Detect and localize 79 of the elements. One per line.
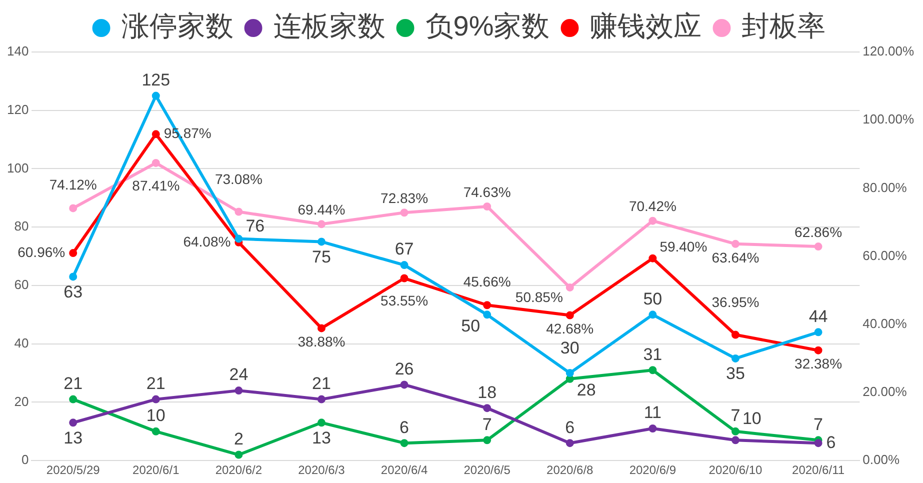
y-tick-label: 0 [21,452,29,468]
data-label: 7 [814,414,824,434]
data-label: 7 [482,414,492,434]
data-label: 2 [234,429,244,448]
x-tick-label: 2020/6/3 [298,463,346,478]
x-tick-label: 2020/6/9 [629,463,676,478]
x-tick-label: 2020/6/2 [215,463,262,478]
data-label: 21 [146,374,166,393]
data-label: 38.88% [298,334,346,350]
y2-tick-label: 120.00% [862,44,914,59]
data-label: 72.83% [380,190,428,206]
y2-tick-label: 0.00% [862,452,900,468]
data-label: 53.55% [380,292,428,309]
data-label: 63 [64,282,83,302]
y2-tick-label: 100.00% [862,112,914,127]
data-label: 75 [312,247,331,266]
legend-label: 涨停家数 [121,10,234,42]
y2-tick-label: 40.00% [862,316,908,331]
data-label: 74.12% [49,176,97,193]
legend-label: 连板家数 [273,10,386,42]
y-tick-label: 140 [6,44,29,59]
data-label: 7 [730,406,740,425]
data-label: 45.66% [463,273,511,290]
data-label: 31 [643,344,662,364]
data-label: 63.64% [712,249,760,266]
data-label: 32.38% [794,356,842,372]
y-tick-label: 100 [6,160,29,176]
y-tick-label: 40 [14,335,29,350]
data-label: 125 [142,70,170,90]
y2-tick-label: 20.00% [862,384,908,400]
data-label: 50.85% [515,288,563,305]
x-tick-label: 2020/6/4 [380,463,428,478]
legend-label: 封板率 [742,10,826,42]
data-label: 13 [64,428,83,448]
y-tick-label: 120 [6,102,29,117]
data-label: 74.63% [463,184,511,200]
data-label: 60.96% [18,244,66,260]
data-label: 11 [644,403,662,422]
data-label: 69.44% [298,202,346,218]
data-label: 42.68% [546,320,594,337]
data-label: 35 [726,364,745,384]
y2-tick-label: 80.00% [862,180,908,195]
x-tick-label: 2020/6/8 [546,463,594,478]
data-label: 70.42% [628,198,676,214]
legend-label: 赚钱效应 [590,10,702,42]
data-label: 62.86% [794,224,842,240]
data-label: 24 [229,365,248,384]
data-label: 30 [560,338,580,358]
data-label: 13 [312,428,331,448]
data-label: 36.95% [712,294,760,310]
data-label: 21 [312,374,331,393]
data-label: 59.40% [660,238,708,255]
data-label: 73.08% [214,171,262,188]
data-label: 10 [742,409,762,428]
x-tick-label: 2020/6/10 [708,463,762,478]
legend-label: 负9%家数 [425,10,550,42]
data-label: 21 [64,374,83,393]
data-label: 10 [146,406,166,426]
y-tick-label: 20 [14,394,29,409]
x-tick-label: 2020/6/5 [464,463,511,478]
data-label: 44 [808,306,828,326]
data-label: 67 [394,240,414,259]
y-tick-label: 80 [14,218,29,234]
data-label: 76 [246,216,265,236]
data-label: 64.08% [183,233,231,250]
data-label: 50 [643,289,662,308]
data-label: 6 [826,432,836,452]
y2-tick-label: 60.00% [862,248,908,263]
data-label: 18 [478,382,497,402]
data-label: 6 [400,418,410,437]
y-tick-label: 60 [14,277,29,292]
data-label: 50 [461,316,480,336]
x-tick-label: 2020/6/11 [792,463,845,478]
data-label: 87.41% [132,177,180,194]
x-tick-label: 2020/5/29 [46,463,100,478]
x-tick-label: 2020/6/1 [132,463,180,478]
data-label: 26 [394,359,414,378]
data-label: 6 [565,418,575,437]
data-label: 28 [576,380,596,400]
